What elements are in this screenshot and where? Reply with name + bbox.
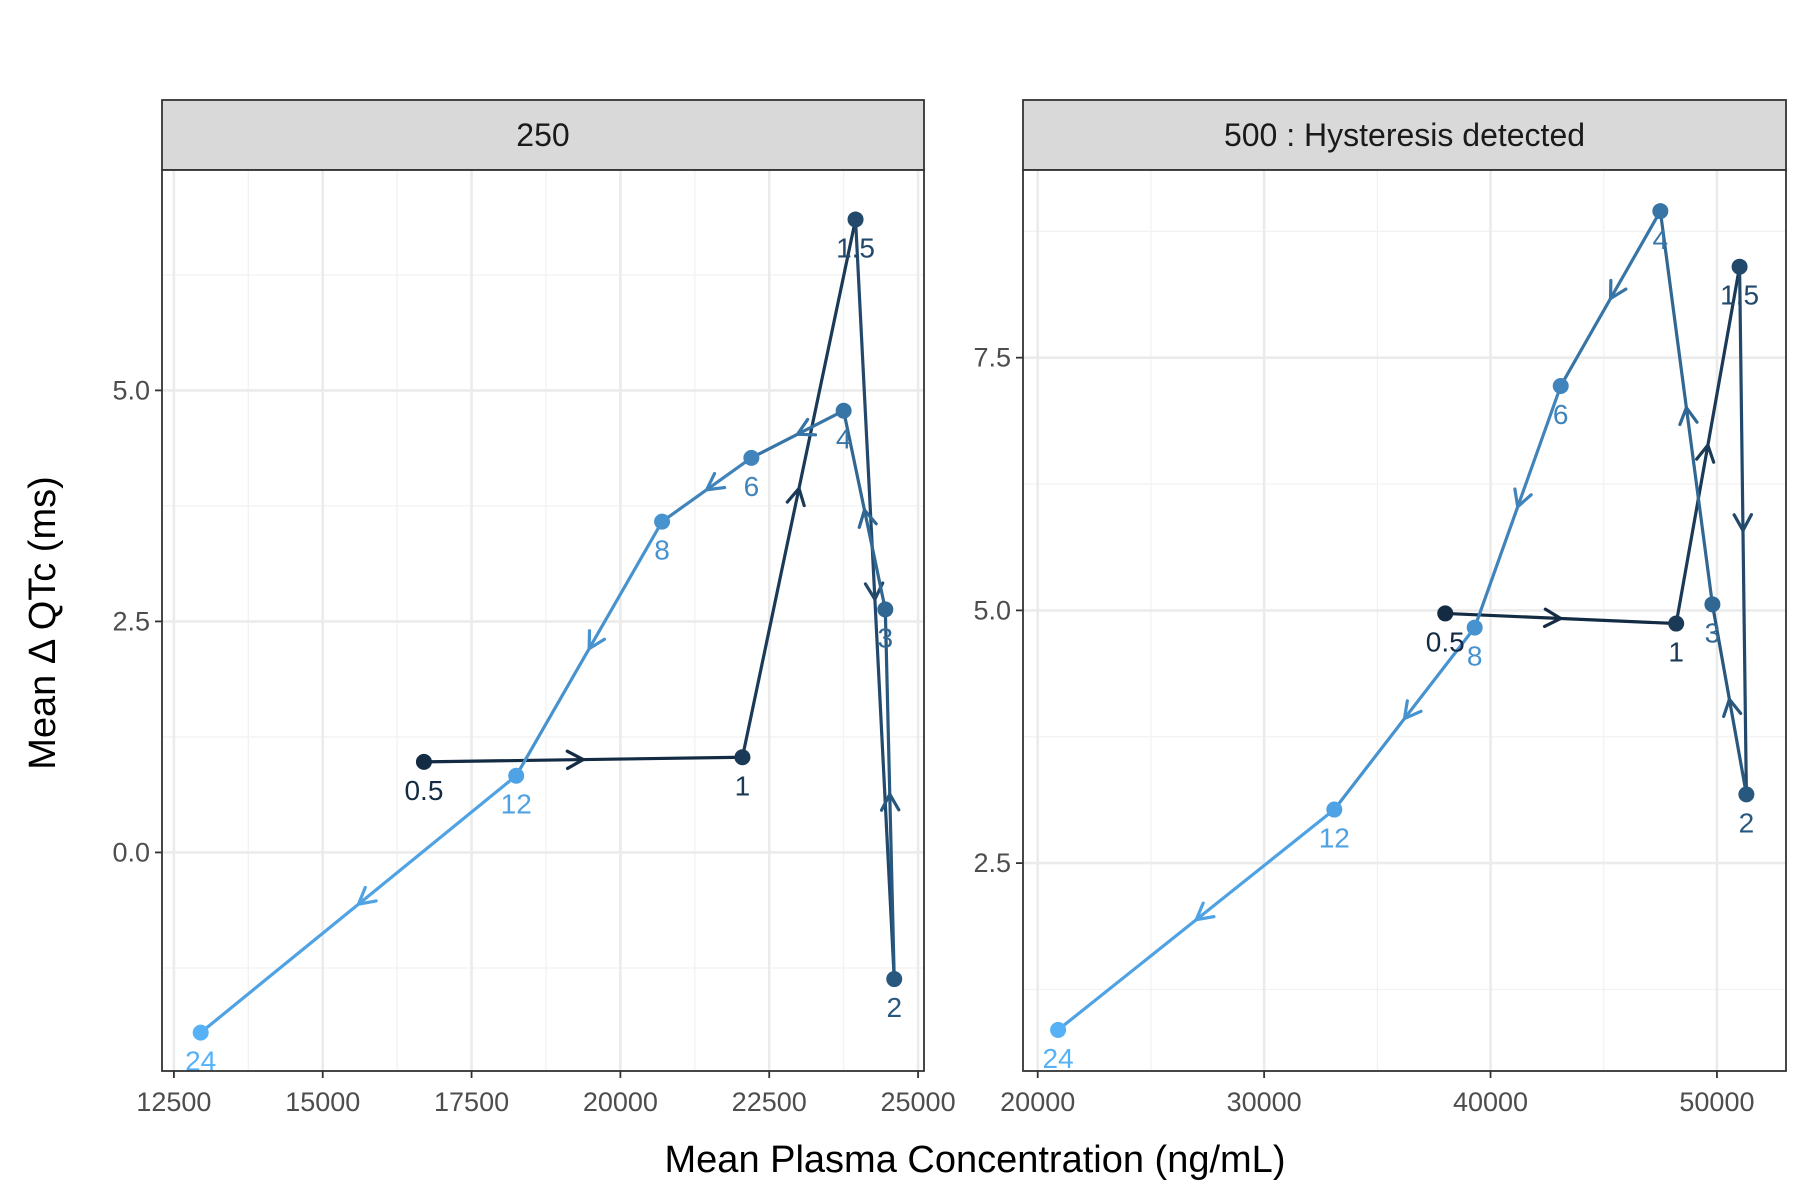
data-point xyxy=(835,402,852,419)
panel-background xyxy=(1023,170,1786,1071)
y-tick-label: 5.0 xyxy=(973,595,1011,625)
panel-border xyxy=(161,169,925,1072)
data-point xyxy=(1552,377,1569,394)
data-point xyxy=(743,449,760,466)
grid xyxy=(1023,170,1786,1071)
x-tick-label: 25000 xyxy=(881,1087,956,1117)
data-point xyxy=(654,513,671,530)
data-point xyxy=(1437,605,1454,622)
point-label: 4 xyxy=(836,424,852,455)
x-tick-label: 17500 xyxy=(434,1087,509,1117)
x-tick-label: 22500 xyxy=(732,1087,807,1117)
data-point xyxy=(1050,1021,1067,1038)
y-axis-title: Mean Δ QTc (ms) xyxy=(22,476,64,770)
direction-arrow xyxy=(1608,278,1628,301)
panel-strip-label: 250 xyxy=(516,117,569,153)
direction-arrow xyxy=(1722,697,1743,719)
series-path xyxy=(1056,209,1754,1032)
axes: 12500 15000 17500 20000 22500 25000 0.0 2.5 5.0 xyxy=(112,375,955,1117)
direction-arrow xyxy=(1678,406,1699,427)
point-label: 4 xyxy=(1653,224,1669,255)
y-tick-label: 5.0 xyxy=(112,375,150,405)
x-tick-label: 30000 xyxy=(1227,1087,1302,1117)
panel-border xyxy=(1022,169,1787,1072)
panel-strip-label: 500 : Hysteresis detected xyxy=(1224,117,1585,153)
direction-arrow xyxy=(785,486,806,508)
series-path xyxy=(199,217,901,1035)
point-label: 3 xyxy=(1705,617,1721,648)
point-label: 1.5 xyxy=(1720,280,1759,311)
point-label: 12 xyxy=(1319,823,1350,854)
x-tick-label: 50000 xyxy=(1679,1087,1754,1117)
x-tick-label: 12500 xyxy=(136,1087,211,1117)
panel-strip xyxy=(1022,99,1787,171)
x-axis-title: Mean Plasma Concentration (ng/mL) xyxy=(665,1139,1286,1181)
direction-arrow xyxy=(1402,699,1423,721)
data-point xyxy=(1704,596,1721,613)
point-label: 24 xyxy=(185,1046,216,1077)
data-point xyxy=(1466,619,1483,636)
panel-strip xyxy=(161,99,925,171)
point-label: 2 xyxy=(886,992,902,1023)
x-tick-label: 20000 xyxy=(583,1087,658,1117)
direction-arrow xyxy=(1542,607,1563,629)
y-tick-label: 2.5 xyxy=(112,606,150,636)
axes: 20000 30000 40000 50000 2.5 5.0 7.5 xyxy=(973,343,1754,1117)
point-label: 6 xyxy=(1553,399,1569,430)
direction-arrow xyxy=(795,417,818,437)
direction-arrow xyxy=(879,792,901,812)
point-label: 1.5 xyxy=(836,232,875,263)
direction-arrow xyxy=(857,508,878,529)
y-tick-label: 2.5 xyxy=(973,848,1011,878)
y-tick-label: 0.0 xyxy=(112,837,150,867)
point-label: 0.5 xyxy=(1426,626,1465,657)
point-label: 1 xyxy=(735,770,751,801)
point-label: 1 xyxy=(1668,637,1684,668)
data-point xyxy=(1731,258,1748,275)
x-tick-label: 15000 xyxy=(285,1087,360,1117)
direction-arrow xyxy=(587,629,607,651)
point-label: 2 xyxy=(1739,807,1755,838)
direction-arrow xyxy=(705,471,727,492)
data-point xyxy=(508,767,525,784)
panel-1: 250 0.5 1 1.5 2 3 4 6 8 12 24 12500 15000 17500 20000 2… xyxy=(112,99,956,1117)
point-label: 8 xyxy=(654,535,670,566)
point-label: 24 xyxy=(1043,1043,1074,1074)
direction-arrow xyxy=(565,749,585,771)
data-points: 0.5 1 1.5 2 3 4 6 8 12 24 xyxy=(185,211,903,1077)
data-point xyxy=(1652,203,1669,220)
data-point xyxy=(886,971,903,988)
direction-arrow xyxy=(1732,513,1754,533)
x-tick-label: 40000 xyxy=(1453,1087,1528,1117)
y-tick-label: 7.5 xyxy=(973,343,1011,373)
data-points: 0.5 1 1.5 2 3 4 6 8 12 24 xyxy=(1043,203,1759,1074)
direction-arrow xyxy=(1695,443,1716,464)
data-point xyxy=(1326,801,1343,818)
data-point xyxy=(415,753,432,770)
data-point xyxy=(734,749,751,766)
grid xyxy=(162,170,924,1071)
point-label: 12 xyxy=(501,789,532,820)
data-point xyxy=(192,1024,209,1041)
point-label: 0.5 xyxy=(404,775,443,806)
data-point xyxy=(877,601,894,618)
direction-arrow xyxy=(1194,901,1216,922)
data-point xyxy=(1668,615,1685,632)
x-tick-label: 20000 xyxy=(1000,1087,1075,1117)
direction-arrow xyxy=(356,885,378,906)
data-point xyxy=(847,211,864,228)
point-label: 8 xyxy=(1467,641,1483,672)
data-point xyxy=(1738,786,1755,803)
point-label: 3 xyxy=(878,622,894,653)
point-label: 6 xyxy=(744,471,760,502)
direction-arrow xyxy=(1513,487,1533,509)
